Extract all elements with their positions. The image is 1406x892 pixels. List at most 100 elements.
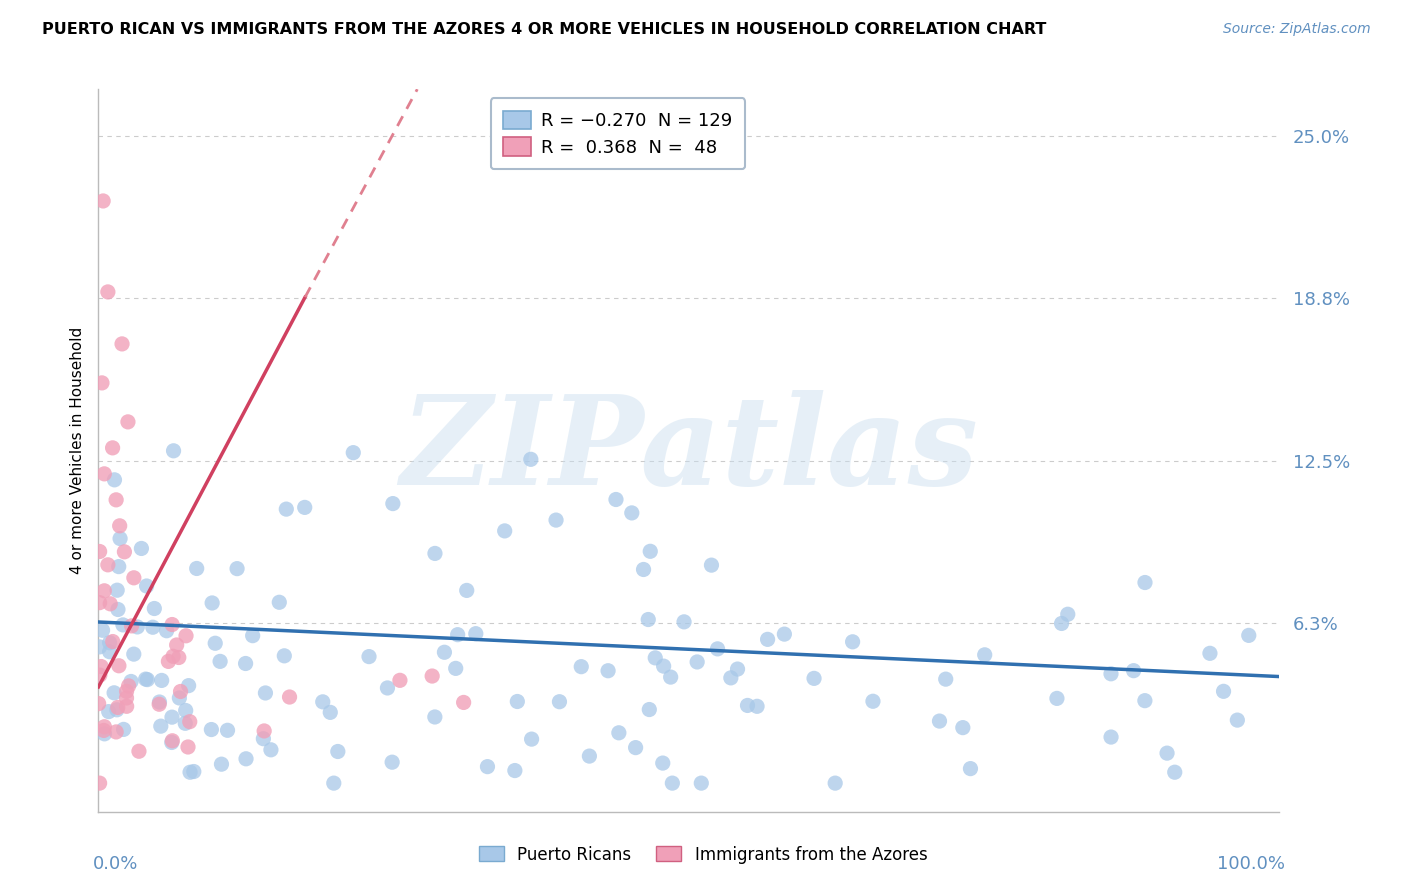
Point bbox=[357, 649, 380, 664]
Point bbox=[166, 638, 188, 652]
Text: PUERTO RICAN VS IMMIGRANTS FROM THE AZORES 4 OR MORE VEHICLES IN HOUSEHOLD CORRE: PUERTO RICAN VS IMMIGRANTS FROM THE AZOR… bbox=[42, 22, 1046, 37]
Point bbox=[862, 694, 884, 708]
Point bbox=[633, 562, 655, 576]
Point bbox=[644, 651, 666, 665]
Point bbox=[89, 776, 111, 790]
Point bbox=[596, 664, 619, 678]
Point bbox=[148, 697, 170, 711]
Point bbox=[108, 658, 131, 673]
Point bbox=[156, 624, 179, 638]
Point bbox=[204, 636, 226, 650]
Point bbox=[673, 615, 696, 629]
Point bbox=[105, 725, 128, 739]
Point bbox=[162, 649, 184, 664]
Point bbox=[160, 735, 183, 749]
Point bbox=[160, 710, 183, 724]
Point bbox=[720, 671, 742, 685]
Point bbox=[637, 613, 659, 627]
Point bbox=[737, 698, 759, 713]
Point bbox=[1133, 575, 1156, 590]
Point bbox=[107, 700, 129, 714]
Point bbox=[959, 762, 981, 776]
Point bbox=[108, 518, 131, 533]
Point bbox=[447, 628, 470, 642]
Point bbox=[242, 629, 264, 643]
Point bbox=[928, 714, 950, 728]
Point bbox=[177, 679, 200, 693]
Point bbox=[186, 561, 208, 575]
Point bbox=[935, 672, 957, 686]
Point bbox=[91, 376, 114, 390]
Point bbox=[93, 723, 115, 738]
Point bbox=[700, 558, 723, 573]
Point bbox=[322, 776, 344, 790]
Point bbox=[91, 194, 114, 208]
Point bbox=[661, 776, 683, 790]
Point bbox=[494, 524, 516, 538]
Point bbox=[112, 545, 135, 559]
Point bbox=[107, 602, 129, 616]
Point bbox=[745, 699, 768, 714]
Point bbox=[131, 541, 153, 556]
Text: Source: ZipAtlas.com: Source: ZipAtlas.com bbox=[1223, 22, 1371, 37]
Legend: R = −0.270  N = 129, R =  0.368  N =  48: R = −0.270 N = 129, R = 0.368 N = 48 bbox=[491, 98, 745, 169]
Point bbox=[162, 733, 184, 747]
Point bbox=[273, 648, 295, 663]
Point bbox=[98, 597, 121, 611]
Point bbox=[1212, 684, 1234, 698]
Point bbox=[162, 443, 184, 458]
Point bbox=[520, 732, 543, 747]
Point bbox=[423, 546, 446, 560]
Point bbox=[690, 776, 713, 790]
Point bbox=[1122, 664, 1144, 678]
Point bbox=[342, 445, 364, 459]
Point bbox=[388, 673, 411, 688]
Point bbox=[1056, 607, 1078, 622]
Point bbox=[456, 583, 478, 598]
Point bbox=[174, 629, 197, 643]
Y-axis label: 4 or more Vehicles in Household: 4 or more Vehicles in Household bbox=[69, 326, 84, 574]
Point bbox=[105, 583, 128, 598]
Point bbox=[211, 757, 233, 772]
Point bbox=[169, 690, 191, 705]
Point bbox=[148, 695, 170, 709]
Point bbox=[1099, 666, 1122, 681]
Point bbox=[101, 634, 124, 648]
Point bbox=[620, 506, 643, 520]
Point bbox=[89, 640, 111, 654]
Point bbox=[544, 513, 567, 527]
Point bbox=[377, 681, 399, 695]
Point bbox=[160, 617, 183, 632]
Point bbox=[659, 670, 682, 684]
Point bbox=[98, 636, 121, 650]
Point bbox=[253, 723, 276, 738]
Point bbox=[177, 739, 200, 754]
Point bbox=[1099, 730, 1122, 744]
Point bbox=[117, 679, 139, 693]
Point bbox=[252, 731, 274, 746]
Point bbox=[294, 500, 316, 515]
Point bbox=[1133, 693, 1156, 707]
Point bbox=[143, 601, 166, 615]
Point bbox=[381, 497, 404, 511]
Point bbox=[824, 776, 846, 790]
Point bbox=[1164, 765, 1187, 780]
Point bbox=[103, 473, 125, 487]
Point bbox=[605, 492, 627, 507]
Point bbox=[506, 694, 529, 708]
Point bbox=[183, 764, 205, 779]
Point bbox=[115, 684, 138, 698]
Text: ZIPatlas: ZIPatlas bbox=[399, 390, 979, 511]
Point bbox=[638, 702, 661, 716]
Point bbox=[269, 595, 291, 609]
Point bbox=[111, 337, 134, 351]
Point bbox=[1237, 628, 1260, 642]
Point bbox=[235, 657, 257, 671]
Point bbox=[477, 759, 499, 773]
Point bbox=[1226, 713, 1249, 727]
Point bbox=[128, 744, 150, 758]
Point bbox=[276, 502, 298, 516]
Point bbox=[841, 635, 863, 649]
Point bbox=[773, 627, 796, 641]
Point bbox=[115, 699, 138, 714]
